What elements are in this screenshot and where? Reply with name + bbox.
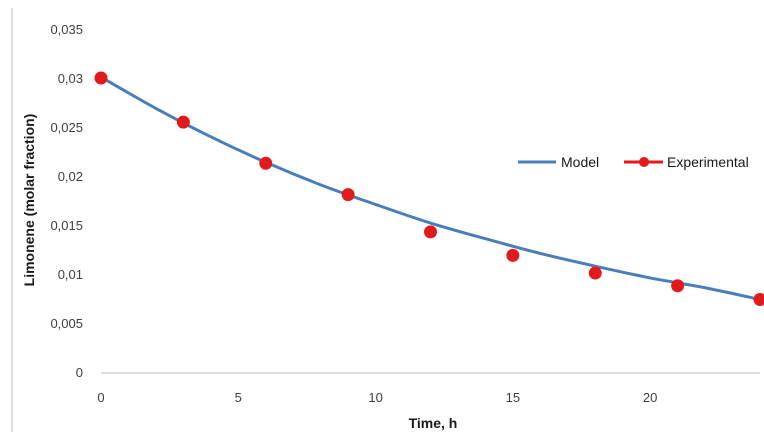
legend: Model Experimental	[518, 154, 749, 170]
y-tick-label: 0,035	[50, 22, 83, 37]
experimental-point	[259, 156, 273, 170]
y-axis-ticks: 0 0,005 0,01 0,015 0,02 0,025 0,03 0,035	[50, 22, 83, 380]
experimental-point	[588, 266, 602, 280]
y-tick-label: 0,01	[58, 267, 83, 282]
x-tick-label: 15	[506, 390, 520, 405]
y-tick-label: 0,005	[50, 316, 83, 331]
x-tick-label: 5	[235, 390, 242, 405]
experimental-point	[176, 115, 190, 129]
y-tick-label: 0,015	[50, 218, 83, 233]
y-tick-label: 0,02	[58, 169, 83, 184]
model-curve	[100, 75, 761, 301]
x-axis-title: Time, h	[409, 415, 458, 431]
legend-experimental-marker	[639, 157, 649, 167]
x-tick-label: 20	[643, 390, 657, 405]
x-tick-label: 10	[368, 390, 382, 405]
experimental-point	[753, 293, 764, 306]
x-tick-label: 0	[97, 390, 104, 405]
x-axis-ticks: 0 5 10 15 20	[97, 390, 657, 405]
experimental-point	[671, 279, 685, 293]
legend-model-label: Model	[561, 154, 599, 170]
legend-experimental-label: Experimental	[667, 154, 749, 170]
experimental-point	[506, 248, 520, 262]
series-layer	[94, 71, 764, 306]
y-tick-label: 0	[76, 365, 83, 380]
experimental-point	[341, 188, 355, 202]
y-axis-title: Limonene (molar fraction)	[21, 114, 37, 287]
experimental-point	[94, 71, 108, 85]
y-tick-label: 0,03	[58, 71, 83, 86]
experimental-point	[424, 225, 437, 239]
y-tick-label: 0,025	[50, 120, 83, 135]
